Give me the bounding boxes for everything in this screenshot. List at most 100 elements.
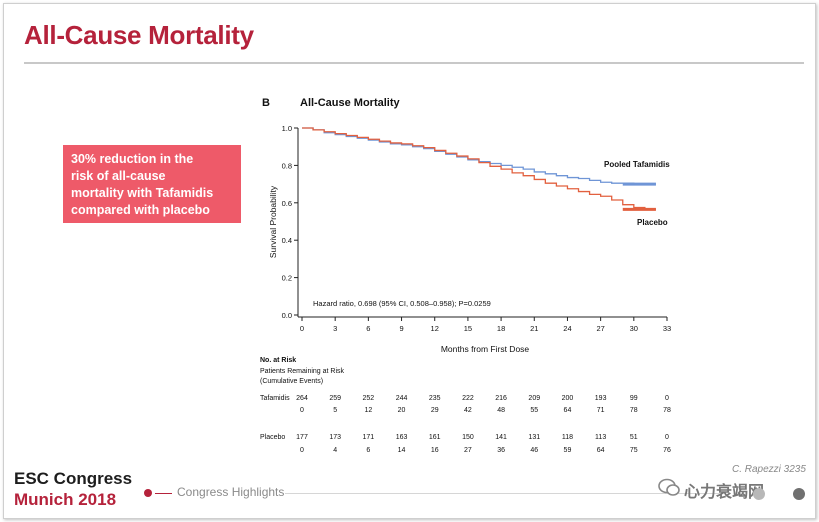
x-tick-label: 3 <box>333 324 337 333</box>
risk-at-risk-value: 173 <box>329 434 341 441</box>
x-tick-label: 30 <box>630 324 638 333</box>
x-tick-label: 33 <box>663 324 671 333</box>
risk-at-risk-value: 193 <box>595 395 607 402</box>
risk-at-risk-value: 161 <box>429 434 441 441</box>
y-tick-label: 0.6 <box>282 199 292 208</box>
footer-section-label: Congress Highlights <box>177 485 285 499</box>
risk-at-risk-value: 209 <box>528 395 540 402</box>
callout-line: risk of all-cause <box>71 169 166 183</box>
y-tick-label: 0.4 <box>282 236 292 245</box>
risk-event-value: 0 <box>300 447 304 454</box>
risk-event-value: 78 <box>630 407 638 414</box>
risk-event-value: 29 <box>431 407 439 414</box>
footer-line-2: Munich 2018 <box>14 490 117 509</box>
series-label-placebo: Placebo <box>637 218 668 227</box>
presenter-credit: C. Rapezzi 3235 <box>732 464 806 475</box>
watermark-text: 心力衰竭网 <box>684 484 765 501</box>
risk-at-risk-value: 118 <box>562 434 573 441</box>
series-line-placebo <box>302 127 656 210</box>
risk-event-value: 36 <box>497 447 505 454</box>
slide-title: All-Cause Mortality <box>24 20 254 50</box>
x-tick-label: 24 <box>563 324 571 333</box>
risk-table-subheader: Patients Remaining at Risk <box>260 368 345 375</box>
risk-at-risk-value: 252 <box>363 395 375 402</box>
risk-event-value: 16 <box>431 447 439 454</box>
footer-rule <box>285 493 725 494</box>
series-line-tafamidis <box>302 127 656 185</box>
axes: 0 3 6 9 12 15 18 21 24 27 30 33 0.0 0.2 0.4 0.6 0.8 1.0 <box>282 124 672 333</box>
risk-event-value: 5 <box>333 407 337 414</box>
congress-logo-text: ESC Congress Munich 2018 <box>14 468 132 510</box>
risk-event-value: 6 <box>366 447 370 454</box>
title-divider <box>24 62 804 64</box>
risk-event-value: 55 <box>530 407 538 414</box>
x-tick-label: 9 <box>399 324 403 333</box>
risk-at-risk-value: 259 <box>329 395 341 402</box>
callout-line: 30% reduction in the <box>71 152 194 166</box>
risk-event-value: 64 <box>597 447 605 454</box>
risk-at-risk-value: 141 <box>495 434 507 441</box>
series-label-tafamidis: Pooled Tafamidis <box>604 160 670 169</box>
wechat-icon <box>658 478 680 496</box>
callout-line: compared with placebo <box>71 203 210 217</box>
risk-event-value: 0 <box>300 407 304 414</box>
y-tick-label: 0.0 <box>282 311 292 320</box>
slide-frame <box>3 3 816 519</box>
risk-row-label: Tafamidis <box>260 395 290 402</box>
risk-at-risk-value: 163 <box>396 434 408 441</box>
y-tick-label: 0.8 <box>282 161 292 170</box>
y-tick-label: 1.0 <box>282 124 292 133</box>
callout-line: mortality with Tafamidis <box>71 186 214 200</box>
risk-row-label: Placebo <box>260 434 285 441</box>
hazard-ratio-annotation: Hazard ratio, 0.698 (95% CI, 0.508–0.958… <box>313 299 491 308</box>
callout-box: 30% reduction in the risk of all-cause m… <box>63 145 241 223</box>
risk-at-risk-value: 171 <box>363 434 375 441</box>
risk-at-risk-value: 0 <box>665 395 669 402</box>
y-axis-label: Survival Probability <box>268 185 278 258</box>
x-tick-label: 0 <box>300 324 304 333</box>
risk-event-value: 64 <box>564 407 572 414</box>
risk-at-risk-value: 99 <box>630 395 638 402</box>
risk-table-subheader: (Cumulative Events) <box>260 378 323 385</box>
risk-table: Tafamidis 264 259 252 244 235 222 216 209 200 193 9… <box>260 395 671 454</box>
risk-at-risk-value: 0 <box>665 434 669 441</box>
x-tick-label: 15 <box>464 324 472 333</box>
risk-table-header: No. at Risk <box>260 357 296 364</box>
risk-event-value: 46 <box>530 447 538 454</box>
risk-at-risk-value: 244 <box>396 395 408 402</box>
risk-event-value: 75 <box>630 447 638 454</box>
risk-event-value: 78 <box>663 407 671 414</box>
x-tick-label: 27 <box>596 324 604 333</box>
risk-event-value: 71 <box>597 407 605 414</box>
risk-at-risk-value: 131 <box>528 434 540 441</box>
risk-at-risk-value: 150 <box>462 434 474 441</box>
x-tick-label: 18 <box>497 324 505 333</box>
risk-at-risk-value: 200 <box>562 395 574 402</box>
risk-event-value: 48 <box>497 407 505 414</box>
risk-at-risk-value: 113 <box>595 434 606 441</box>
footer-rule <box>155 493 172 494</box>
footer-line-1: ESC Congress <box>14 469 133 488</box>
watermark-dot <box>793 488 805 500</box>
watermark-dot <box>753 488 765 500</box>
risk-at-risk-value: 177 <box>296 434 308 441</box>
risk-event-value: 59 <box>564 447 572 454</box>
risk-event-value: 27 <box>464 447 472 454</box>
series-group <box>302 127 656 211</box>
x-tick-label: 21 <box>530 324 538 333</box>
risk-event-value: 12 <box>364 407 372 414</box>
risk-event-value: 4 <box>333 447 337 454</box>
risk-at-risk-value: 216 <box>495 395 507 402</box>
y-tick-label: 0.2 <box>282 274 292 283</box>
risk-at-risk-value: 222 <box>462 395 474 402</box>
panel-label: B <box>262 97 270 109</box>
risk-event-value: 76 <box>663 447 671 454</box>
risk-event-value: 42 <box>464 407 472 414</box>
x-tick-label: 6 <box>366 324 370 333</box>
chart-title: All-Cause Mortality <box>300 97 401 109</box>
risk-event-value: 14 <box>398 447 406 454</box>
x-axis-label: Months from First Dose <box>441 344 530 354</box>
risk-event-value: 20 <box>398 407 406 414</box>
x-tick-label: 12 <box>431 324 439 333</box>
